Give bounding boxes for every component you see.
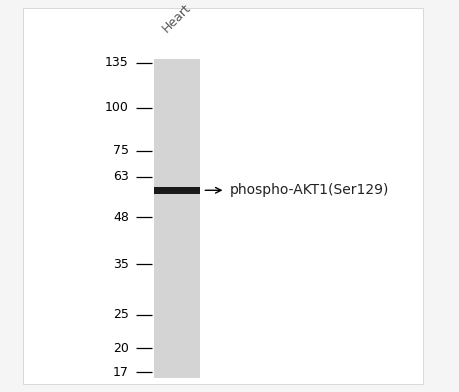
Text: 25: 25 [112,308,129,321]
Text: phospho-AKT1(Ser129): phospho-AKT1(Ser129) [230,183,388,197]
Text: 100: 100 [105,101,129,114]
Bar [23,8,422,384]
Text: 20: 20 [112,341,129,355]
Text: 35: 35 [112,258,129,271]
Text: Heart: Heart [160,2,194,35]
Text: 135: 135 [105,56,129,69]
Text: 75: 75 [112,144,129,157]
Bar [154,187,200,194]
Bar [154,59,200,378]
Text: 48: 48 [112,211,129,224]
Text: 63: 63 [113,170,129,183]
Text: 17: 17 [112,366,129,379]
